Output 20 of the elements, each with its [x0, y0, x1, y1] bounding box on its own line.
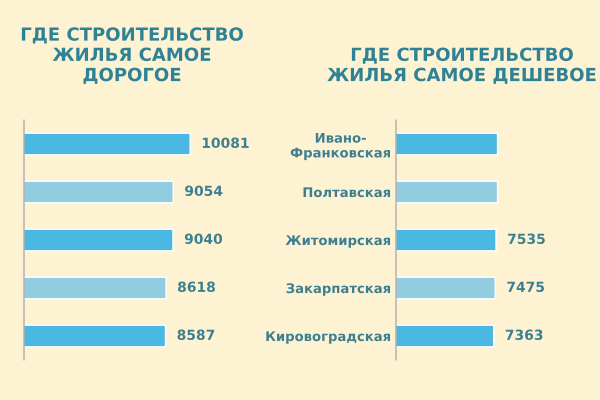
bar [24, 324, 166, 348]
y-tick-label: Ивано- Франковская [290, 133, 390, 160]
bar [24, 276, 167, 300]
data-label: 10081 [202, 138, 249, 148]
y-tick-label: Полтавская [304, 187, 390, 198]
data-label: 8618 [178, 282, 215, 292]
data-label: 9054 [185, 186, 222, 196]
y-tick-label: Кировоградская [266, 331, 390, 344]
data-label: 9040 [184, 234, 222, 244]
y-tick-label: Житомирская [286, 235, 390, 248]
chart-title: ГДЕ СТРОИТЕЛЬСТВО ЖИЛЬЯ САМОЕ ДЕШЕВОЕ [327, 47, 596, 84]
data-label: 8587 [177, 330, 214, 340]
chart-title: ГДЕ СТРОИТЕЛЬСТВО ЖИЛЬЯ САМОЕ ДОРОГОЕ [22, 27, 243, 84]
bar [24, 132, 191, 156]
data-label: 7535 [508, 234, 545, 244]
bar [24, 228, 174, 252]
data-label: 7363 [506, 330, 542, 340]
data-label: 7475 [507, 282, 544, 292]
bar [24, 180, 174, 204]
y-tick-label: Закарпатская [286, 283, 390, 296]
